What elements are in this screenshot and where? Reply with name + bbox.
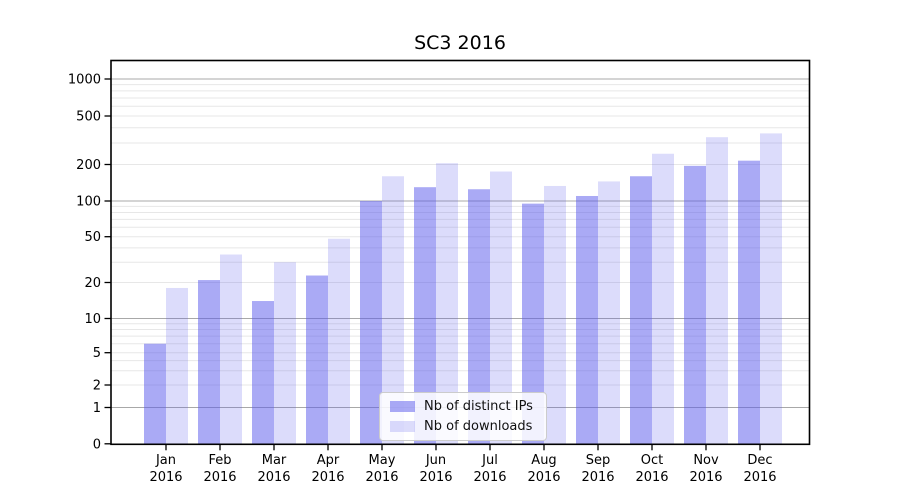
bar-ips-aug: [522, 203, 544, 444]
bar-downloads-oct: [652, 153, 674, 444]
bar-ips-may: [360, 201, 382, 444]
bar-downloads-aug: [544, 185, 566, 444]
x-tick-label-may: May 2016: [365, 453, 398, 485]
bar-ips-jul: [468, 189, 490, 444]
x-tick-label-nov: Nov 2016: [689, 453, 722, 485]
axes-box: [110, 59, 811, 446]
bar-downloads-sep: [598, 181, 620, 444]
x-tick-label-apr: Apr 2016: [311, 453, 344, 485]
legend-swatch-0: [390, 401, 415, 412]
bar-ips-apr: [306, 275, 328, 444]
y-tick-label-2: 2: [93, 379, 101, 394]
bar-ips-feb: [198, 280, 220, 444]
x-tick-label-sep: Sep 2016: [581, 453, 614, 485]
bar-downloads-mar: [274, 262, 296, 444]
y-tick-label-20: 20: [84, 276, 101, 291]
bar-ips-sep: [576, 195, 598, 444]
bar-downloads-apr: [328, 238, 350, 444]
bar-downloads-may: [382, 176, 404, 444]
bar-ips-mar: [252, 301, 274, 444]
y-tick-label-100: 100: [76, 195, 101, 210]
bar-downloads-jun: [436, 163, 458, 444]
bar-downloads-jan: [166, 287, 188, 444]
x-tick-label-oct: Oct 2016: [635, 453, 668, 485]
bar-ips-jan: [144, 343, 166, 444]
x-tick-label-dec: Dec 2016: [743, 453, 776, 485]
y-tick-label-1: 1: [93, 401, 101, 416]
x-tick-label-jun: Jun 2016: [419, 453, 452, 485]
bar-downloads-jul: [490, 171, 512, 444]
chart-title: SC3 2016: [414, 32, 506, 54]
y-tick-label-0: 0: [93, 437, 101, 452]
y-tick-label-5: 5: [93, 346, 101, 361]
x-tick-label-mar: Mar 2016: [257, 453, 290, 485]
y-tick-label-500: 500: [76, 110, 101, 125]
legend: Nb of distinct IPs Nb of downloads: [379, 392, 547, 441]
x-tick-label-aug: Aug 2016: [527, 453, 560, 485]
bar-downloads-nov: [706, 137, 728, 444]
y-tick-label-200: 200: [76, 158, 101, 173]
x-tick-label-jul: Jul 2016: [473, 453, 506, 485]
legend-label-0: Nb of distinct IPs: [424, 399, 533, 414]
y-tick-label-10: 10: [84, 312, 101, 327]
legend-row-0: Nb of distinct IPs: [390, 399, 538, 414]
bar-ips-oct: [630, 176, 652, 444]
x-tick-label-jan: Jan 2016: [149, 453, 182, 485]
bar-ips-nov: [684, 165, 706, 444]
bar-ips-jun: [414, 187, 436, 444]
legend-row-1: Nb of downloads: [390, 419, 538, 434]
bar-ips-dec: [738, 160, 760, 444]
y-tick-label-50: 50: [84, 230, 101, 245]
bar-downloads-dec: [760, 133, 782, 444]
y-tick-label-1000: 1000: [68, 73, 101, 88]
legend-label-1: Nb of downloads: [424, 419, 533, 434]
legend-swatch-1: [390, 421, 415, 432]
x-tick-label-feb: Feb 2016: [203, 453, 236, 485]
bar-downloads-feb: [220, 254, 242, 444]
